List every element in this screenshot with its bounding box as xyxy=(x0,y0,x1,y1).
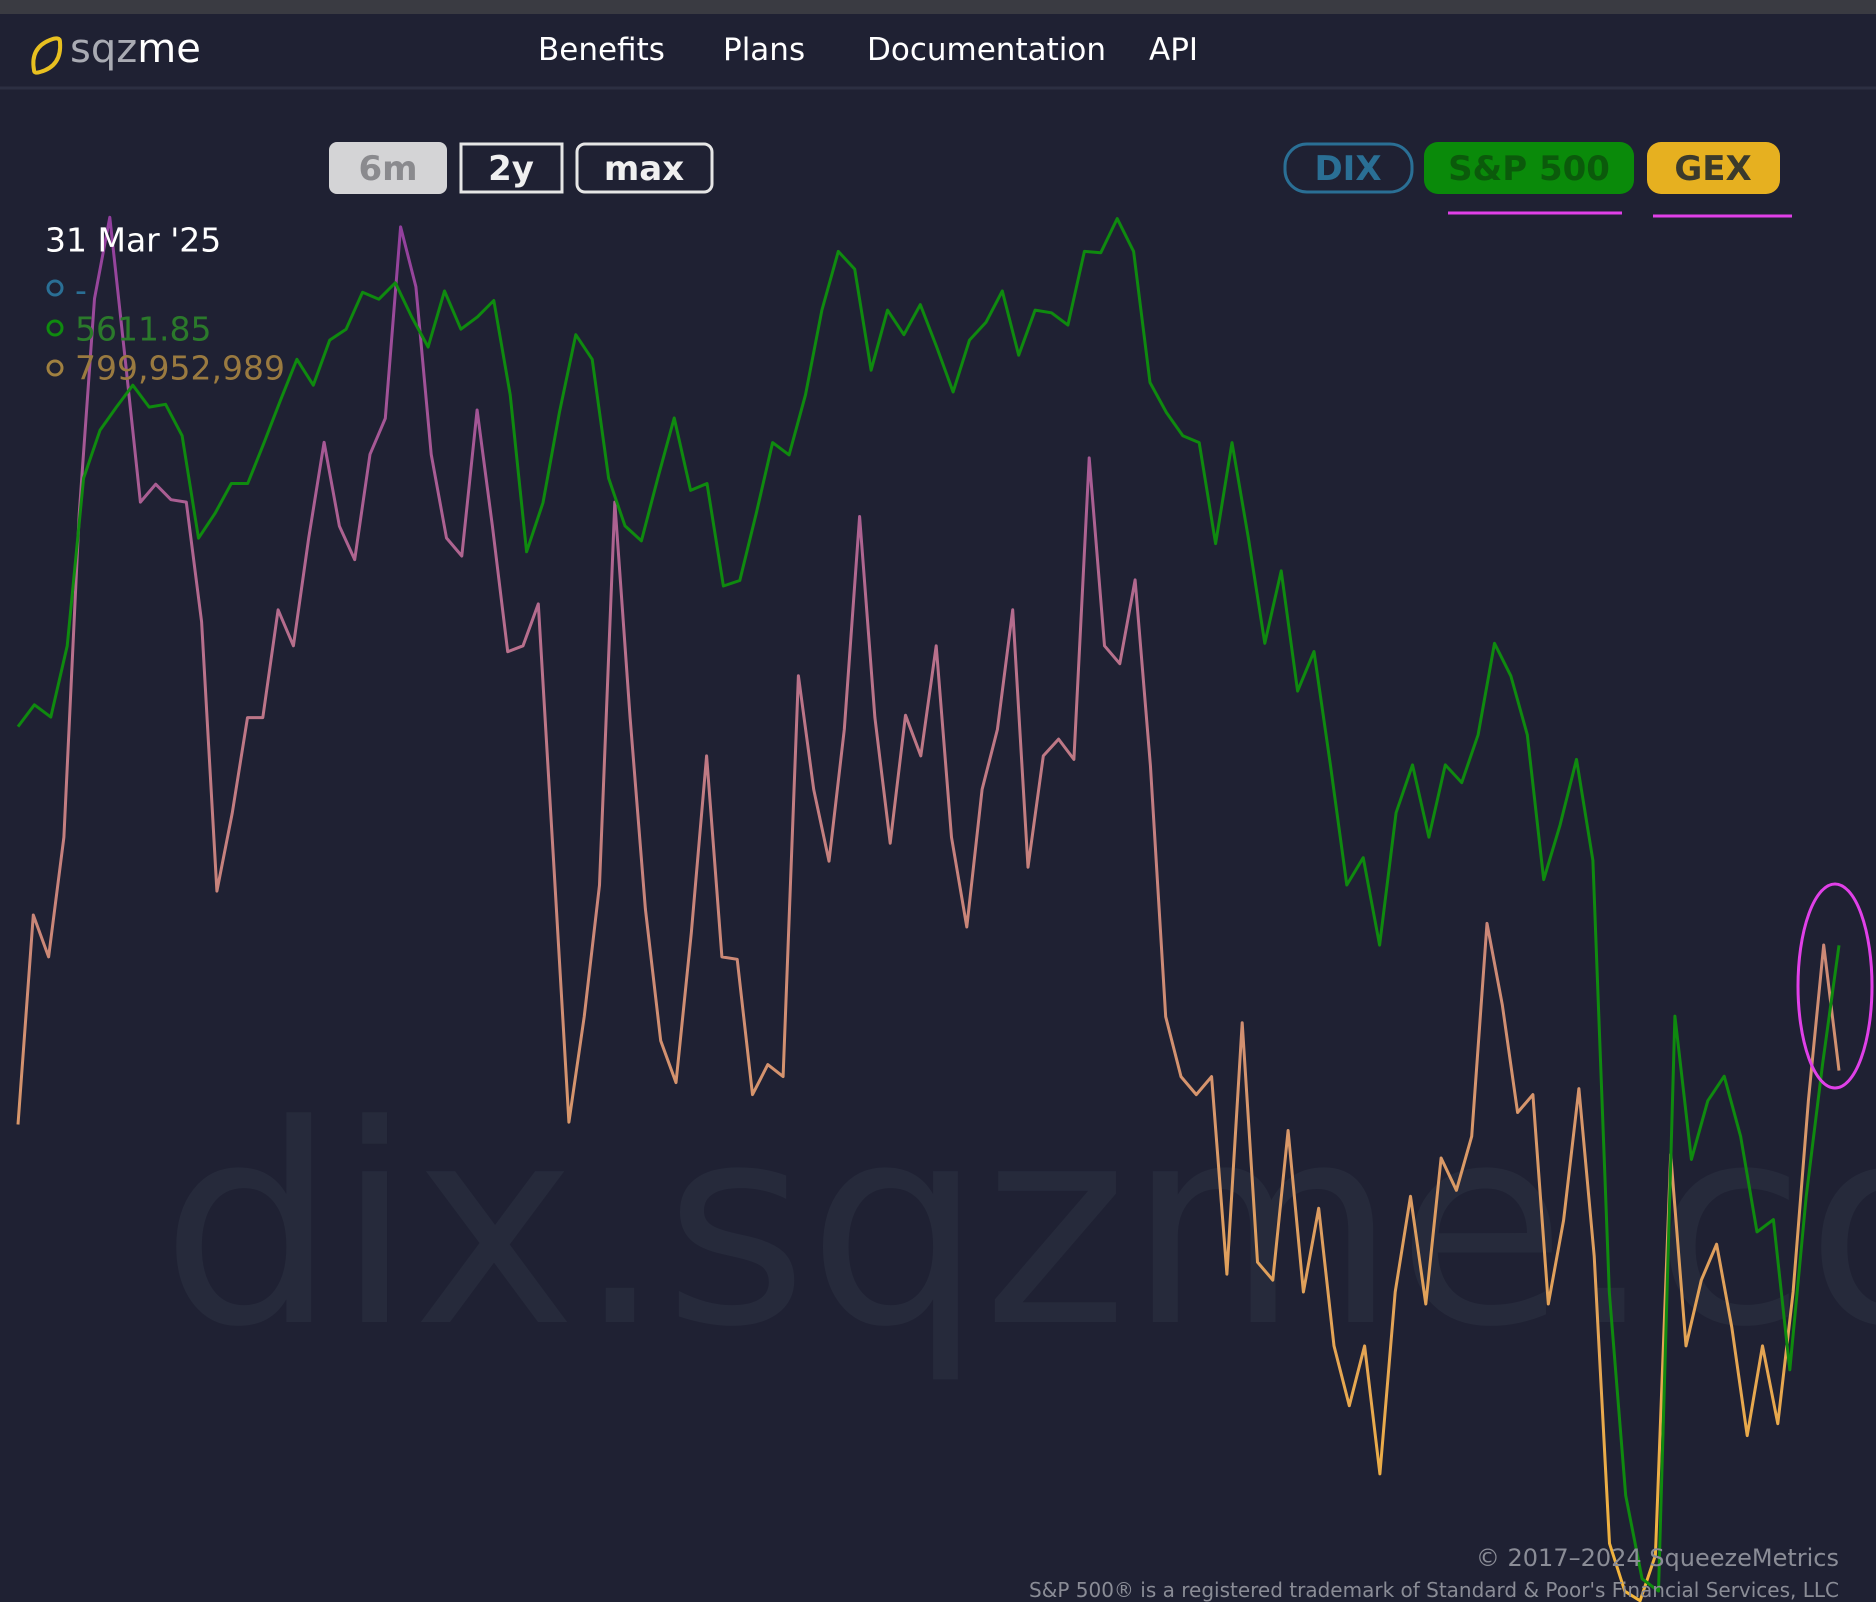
logo-icon xyxy=(31,36,63,75)
copyright: © 2017–2024 SqueezeMetrics xyxy=(1476,1544,1839,1572)
readout-dot xyxy=(46,359,64,377)
nav-link[interactable]: Benefits xyxy=(538,32,665,68)
logo-gray: sqz xyxy=(70,26,137,72)
readout-date: 31 Mar '25 xyxy=(45,221,221,260)
range-button[interactable]: 2y xyxy=(488,149,534,189)
range-button-bg[interactable] xyxy=(459,142,564,194)
range-buttons: 6m 2y max xyxy=(329,142,714,194)
chart-lines xyxy=(16,215,1841,1602)
range-button-bg[interactable] xyxy=(575,142,714,194)
series-line xyxy=(16,217,1841,1593)
series-buttons: DIX S&P 500 GEX xyxy=(1283,142,1792,218)
series-button[interactable]: S&P 500 xyxy=(1448,149,1610,189)
logo[interactable]: sqzme xyxy=(31,26,201,75)
readout-gex: 799,952,989 xyxy=(75,349,285,388)
nav-link[interactable]: Plans xyxy=(723,32,805,68)
annotation-circle xyxy=(1796,882,1874,1090)
readout: 31 Mar '25 - 5611.85 799,952,989 xyxy=(45,221,285,388)
logo-white: me xyxy=(137,26,201,72)
watermark: dix.sqzme.co xyxy=(161,1067,1876,1388)
window-top-bar xyxy=(0,0,1876,14)
nav-link[interactable]: Documentation xyxy=(867,32,1106,68)
readout-spx: 5611.85 xyxy=(75,310,211,349)
series-button-bg[interactable] xyxy=(1424,142,1634,194)
series-button-bg[interactable] xyxy=(1647,142,1780,194)
series-line xyxy=(16,215,1841,1602)
series-button-bg[interactable] xyxy=(1283,142,1414,194)
nav-link[interactable]: API xyxy=(1149,32,1198,68)
series-button[interactable]: GEX xyxy=(1674,149,1751,189)
readout-dix: - xyxy=(75,271,87,310)
series-button[interactable]: DIX xyxy=(1314,149,1381,189)
range-button[interactable]: max xyxy=(604,149,684,189)
logo-text: sqzme xyxy=(70,26,201,72)
readout-dot xyxy=(46,319,64,337)
readout-dot xyxy=(46,279,64,297)
trademark: S&P 500® is a registered trademark of St… xyxy=(1029,1578,1839,1602)
range-button[interactable]: 6m xyxy=(358,149,417,189)
range-button-bg[interactable] xyxy=(329,142,447,194)
